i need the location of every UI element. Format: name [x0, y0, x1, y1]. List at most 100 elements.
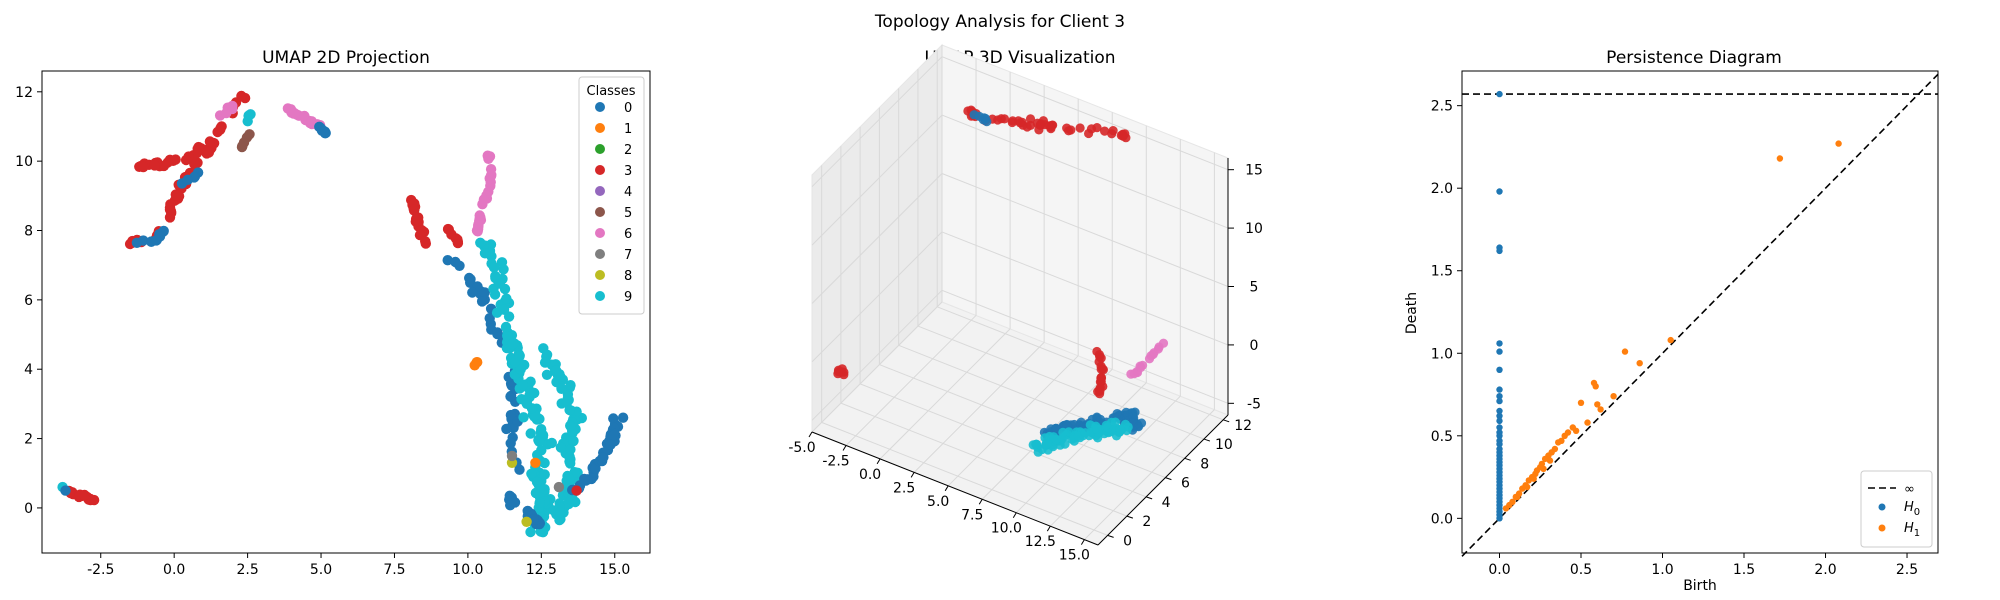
- point-H1: [1519, 485, 1526, 492]
- panel-persistence: Persistence Diagram 0.0 0.5 1.0 1.5 2.0 2.5 0.…: [1404, 48, 1939, 594]
- point-class-0: [1112, 409, 1122, 419]
- z-tick-label: -5: [1247, 396, 1261, 412]
- grid-line: [811, 301, 943, 433]
- point-class-9: [531, 476, 543, 488]
- point-class-9: [565, 444, 576, 455]
- x-tick-label: 2.5: [1896, 562, 1918, 578]
- x-tick-mark: [808, 431, 813, 438]
- point-H1: [1555, 439, 1562, 446]
- point-class-3: [1025, 120, 1036, 130]
- point-class-9: [1048, 432, 1059, 442]
- y-tick-label: 0: [24, 501, 33, 517]
- y-tick-mark: [1203, 438, 1211, 442]
- point-class-0: [505, 438, 516, 449]
- y-tick-label: 12: [15, 85, 33, 101]
- legend-marker-class-8: [595, 270, 605, 280]
- point-class-3: [1025, 114, 1036, 124]
- point-class-0: [60, 485, 71, 496]
- grid-line: [1015, 382, 1147, 514]
- point-class-6: [221, 107, 232, 119]
- point-class-3: [1092, 123, 1102, 133]
- legend-marker-class-0: [595, 102, 605, 112]
- point-class-3: [837, 364, 847, 374]
- point-class-9: [525, 428, 536, 439]
- grid-line: [941, 289, 1229, 404]
- point-class-9: [534, 436, 545, 447]
- point-class-0: [982, 117, 992, 127]
- point-class-9: [488, 262, 500, 273]
- point-class-6: [483, 153, 494, 164]
- y-tick-mark: [1165, 477, 1172, 481]
- point-class-1: [469, 360, 480, 371]
- grid-line: [1049, 395, 1181, 527]
- x-tick-label: 15.0: [1059, 548, 1090, 564]
- point-class-9: [475, 237, 486, 248]
- point-H0: [1496, 188, 1503, 195]
- point-H0: [1496, 397, 1503, 405]
- grid-line: [947, 355, 1079, 487]
- grid-line: [811, 231, 943, 363]
- legend-label-class-9: 9: [624, 290, 632, 305]
- x-tick-mark: [876, 458, 881, 465]
- point-class-5: [244, 129, 255, 140]
- x-tick-label: 2.0: [1814, 562, 1836, 578]
- point-H0: [1496, 407, 1503, 415]
- grid-line: [845, 315, 977, 446]
- point-class-9: [532, 449, 543, 461]
- x-tick-label: -2.5: [822, 453, 849, 469]
- grid-line: [811, 289, 943, 421]
- point-class-9: [496, 257, 508, 268]
- point-class-0: [501, 423, 512, 435]
- point-class-3: [1096, 353, 1106, 363]
- point-H1: [1610, 393, 1617, 400]
- point-class-6: [1158, 338, 1169, 348]
- grid-line: [1084, 409, 1215, 540]
- point-H1: [1577, 399, 1585, 406]
- point-class-9: [494, 278, 505, 289]
- x-tick-label: 12.5: [526, 562, 557, 578]
- point-H1: [1594, 401, 1601, 408]
- z-tick-label: 5: [1250, 280, 1259, 296]
- point-class-3: [993, 115, 1003, 125]
- point-class-0: [605, 439, 616, 450]
- point-class-9: [1058, 427, 1068, 437]
- legend-marker-H1: [1878, 524, 1886, 532]
- point-H0: [1496, 417, 1503, 425]
- x-tick-mark: [910, 472, 915, 478]
- point-class-9: [1110, 417, 1120, 427]
- point-H1: [1561, 432, 1568, 439]
- point-class-9: [1092, 424, 1102, 434]
- point-class-8: [521, 516, 532, 527]
- point-class-0: [492, 327, 503, 338]
- point-class-0: [617, 412, 629, 423]
- point-class-9: [518, 412, 529, 423]
- x-tick-label: 10.0: [991, 521, 1022, 537]
- point-H1: [1592, 383, 1599, 390]
- point-class-9: [1042, 439, 1052, 449]
- point-class-0: [450, 256, 461, 268]
- point-class-9: [521, 398, 532, 409]
- point-class-9: [554, 506, 566, 518]
- y-tick-label: 2: [1142, 514, 1151, 530]
- persistence-points: [1496, 90, 1842, 522]
- z-tick-label: 0: [1250, 338, 1259, 354]
- x-axis-label-birth: Birth: [1683, 578, 1717, 594]
- y-tick-label: 1.5: [1431, 264, 1453, 280]
- point-class-9: [501, 293, 512, 304]
- point-class-6: [1149, 348, 1159, 358]
- legend-label-H0: H0: [1904, 500, 1920, 518]
- grid-line: [879, 328, 1011, 460]
- point-H1: [1597, 406, 1604, 413]
- legend-marker-class-1: [595, 123, 605, 133]
- point-class-3: [1007, 117, 1017, 128]
- z-tick-label: 15: [1245, 163, 1263, 179]
- legend-box: [1860, 470, 1933, 548]
- point-class-7: [506, 450, 518, 462]
- point-class-9: [555, 442, 567, 453]
- grid-line: [937, 306, 1224, 421]
- point-class-0: [505, 500, 516, 511]
- point-class-3: [1095, 377, 1105, 387]
- point-class-3: [1096, 364, 1106, 374]
- point-class-9: [568, 435, 579, 447]
